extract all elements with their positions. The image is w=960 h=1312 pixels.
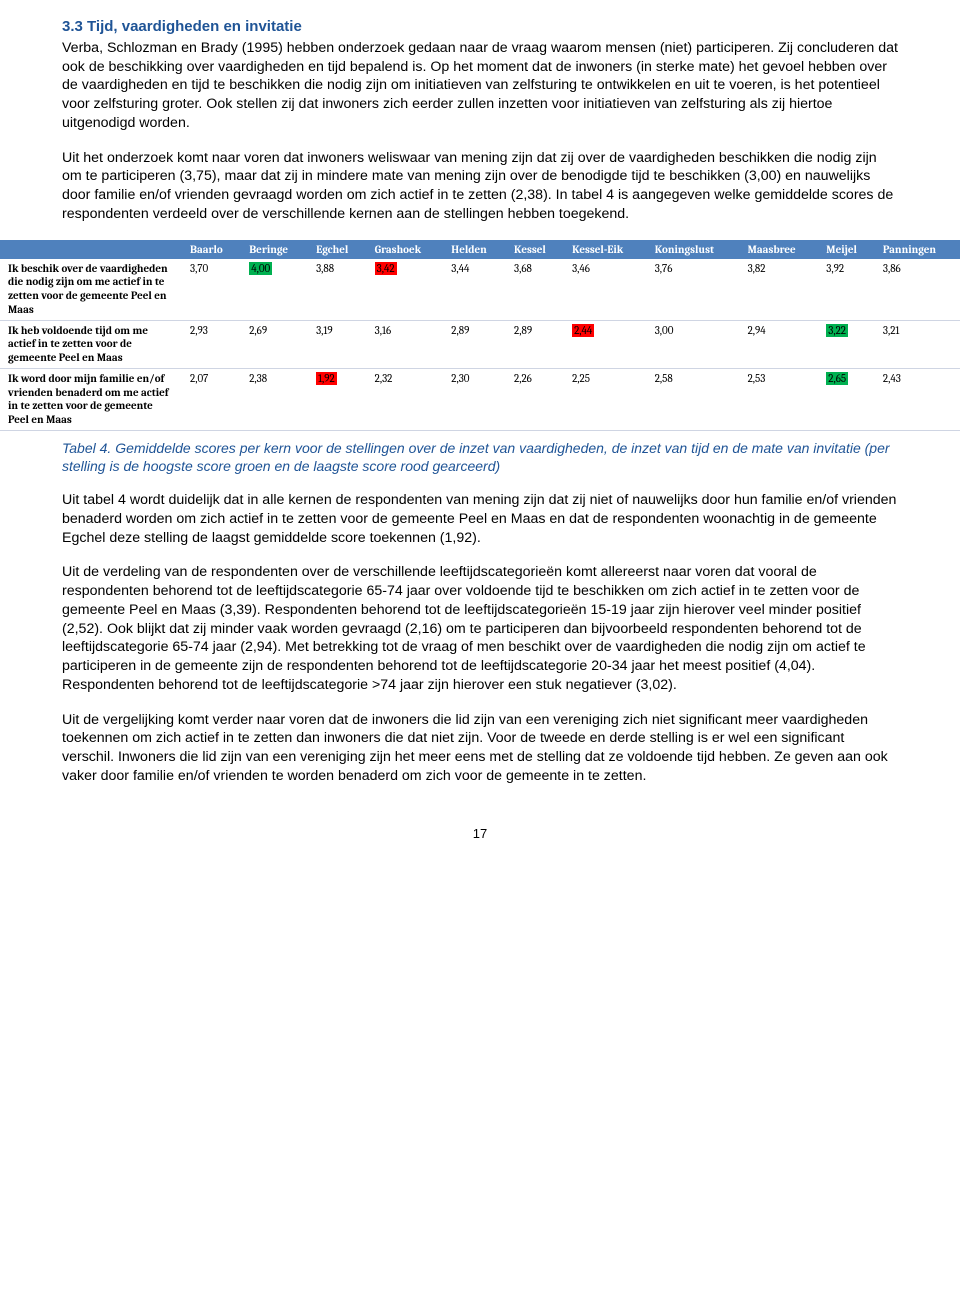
cell: 2,93 bbox=[182, 320, 241, 368]
cell: 2,32 bbox=[367, 368, 444, 430]
cell: 3,22 bbox=[818, 320, 875, 368]
cell: 1,92 bbox=[308, 368, 367, 430]
cell: 2,26 bbox=[506, 368, 564, 430]
cell: 2,07 bbox=[182, 368, 241, 430]
col-header-kessel: Kessel bbox=[506, 240, 564, 259]
cell: 3,68 bbox=[506, 259, 564, 321]
col-header-label bbox=[0, 240, 182, 259]
cell: 2,44 bbox=[564, 320, 647, 368]
row-label: Ik word door mijn familie en/of vrienden… bbox=[0, 368, 182, 430]
paragraph-4: Uit de verdeling van de respondenten ove… bbox=[62, 563, 898, 694]
cell: 3,42 bbox=[367, 259, 444, 321]
col-header-maasbree: Maasbree bbox=[740, 240, 819, 259]
cell: 3,92 bbox=[818, 259, 875, 321]
cell: 3,16 bbox=[367, 320, 444, 368]
cell: 2,89 bbox=[443, 320, 506, 368]
table-caption: Tabel 4. Gemiddelde scores per kern voor… bbox=[62, 439, 898, 475]
col-header-helden: Helden bbox=[443, 240, 506, 259]
cell: 3,46 bbox=[564, 259, 647, 321]
cell: 3,00 bbox=[647, 320, 740, 368]
paragraph-5: Uit de vergelijking komt verder naar vor… bbox=[62, 711, 898, 786]
col-header-grashoek: Grashoek bbox=[367, 240, 444, 259]
cell: 2,69 bbox=[241, 320, 308, 368]
cell: 3,21 bbox=[875, 320, 960, 368]
cell: 2,65 bbox=[818, 368, 875, 430]
paragraph-1: Verba, Schlozman en Brady (1995) hebben … bbox=[62, 39, 898, 133]
cell: 2,89 bbox=[506, 320, 564, 368]
col-header-egchel: Egchel bbox=[308, 240, 367, 259]
col-header-baarlo: Baarlo bbox=[182, 240, 241, 259]
col-header-beringe: Beringe bbox=[241, 240, 308, 259]
cell: 3,82 bbox=[740, 259, 819, 321]
cell: 2,43 bbox=[875, 368, 960, 430]
col-header-kessel-eik: Kessel-Eik bbox=[564, 240, 647, 259]
row-label: Ik beschik over de vaardigheden die nodi… bbox=[0, 259, 182, 321]
paragraph-3: Uit tabel 4 wordt duidelijk dat in alle … bbox=[62, 491, 898, 547]
cell: 2,58 bbox=[647, 368, 740, 430]
table-4: BaarloBeringeEgchelGrashoekHeldenKesselK… bbox=[62, 240, 898, 431]
col-header-panningen: Panningen bbox=[875, 240, 960, 259]
cell: 2,30 bbox=[443, 368, 506, 430]
table-row: Ik heb voldoende tijd om me actief in te… bbox=[0, 320, 960, 368]
cell: 3,76 bbox=[647, 259, 740, 321]
table-row: Ik beschik over de vaardigheden die nodi… bbox=[0, 259, 960, 321]
cell: 3,70 bbox=[182, 259, 241, 321]
cell: 3,86 bbox=[875, 259, 960, 321]
table-row: Ik word door mijn familie en/of vrienden… bbox=[0, 368, 960, 430]
cell: 2,53 bbox=[740, 368, 819, 430]
page-number: 17 bbox=[62, 826, 898, 841]
cell: 2,38 bbox=[241, 368, 308, 430]
cell: 3,88 bbox=[308, 259, 367, 321]
cell: 2,94 bbox=[740, 320, 819, 368]
col-header-meijel: Meijel bbox=[818, 240, 875, 259]
col-header-koningslust: Koningslust bbox=[647, 240, 740, 259]
cell: 3,44 bbox=[443, 259, 506, 321]
cell: 2,25 bbox=[564, 368, 647, 430]
cell: 3,19 bbox=[308, 320, 367, 368]
section-heading: 3.3 Tijd, vaardigheden en invitatie bbox=[62, 18, 898, 35]
paragraph-2: Uit het onderzoek komt naar voren dat in… bbox=[62, 149, 898, 224]
row-label: Ik heb voldoende tijd om me actief in te… bbox=[0, 320, 182, 368]
cell: 4,00 bbox=[241, 259, 308, 321]
